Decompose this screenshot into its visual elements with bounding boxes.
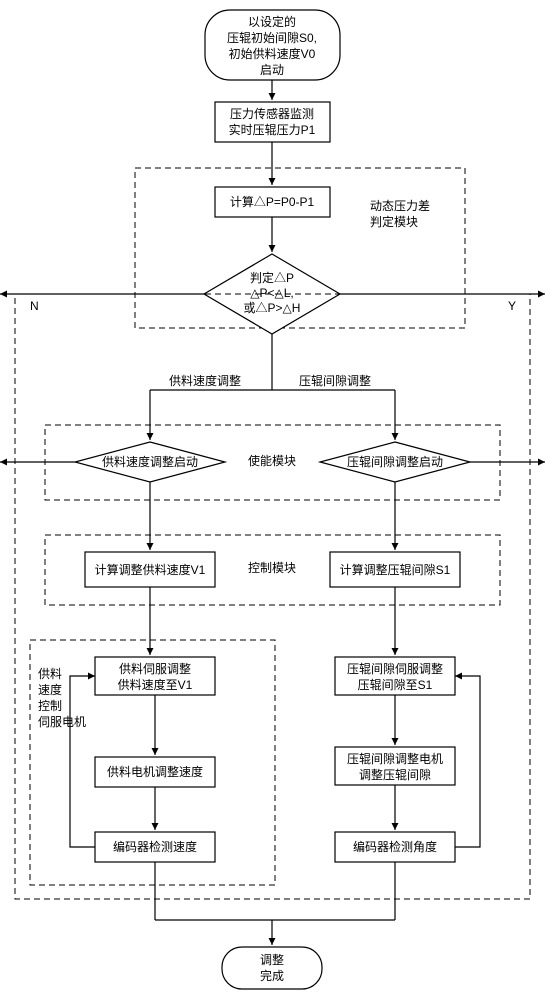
decision-line1: 判定△P (250, 270, 294, 285)
servo-right-2-l2: 调整压辊间隙 (359, 767, 431, 782)
control-module-label: 控制模块 (248, 561, 296, 575)
servo-label4: 伺服电机 (38, 715, 86, 729)
servo-label3: 控制 (38, 699, 62, 713)
feedback-right (455, 676, 480, 847)
enable-module-label: 使能模块 (248, 453, 296, 468)
enable-right-text: 压辊间隙调整启动 (347, 454, 443, 469)
decision-line3: 或△P>△H (244, 301, 301, 315)
branch-right-label: 压辊间隙调整 (299, 373, 371, 388)
servo-label2: 速度 (38, 682, 62, 697)
servo-left-1-l1: 供料伺服调整 (119, 661, 191, 676)
sensor-line2: 实时压辊压力P1 (229, 122, 316, 137)
decision-line2: △P<△L, (250, 286, 293, 300)
servo-right-3-text: 编码器检测角度 (353, 839, 437, 854)
control-left-text: 计算调整供料速度V1 (95, 562, 206, 577)
sensor-line1: 压力传感器监测 (230, 106, 314, 121)
feedback-left (70, 676, 95, 847)
enable-left-text: 供料速度调整启动 (102, 454, 198, 469)
control-right-text: 计算调整压辊间隙S1 (340, 562, 451, 577)
terminal-end-l1: 调整 (260, 952, 284, 967)
terminal-start-line4: 启动 (260, 63, 284, 77)
dp-module-label1: 动态压力差 (370, 199, 430, 213)
terminal-start-line3: 初始供料速度V0 (229, 46, 316, 61)
servo-left-1-l2: 供料速度至V1 (118, 677, 193, 692)
servo-left-3-text: 编码器检测速度 (113, 839, 197, 854)
terminal-start-line2: 压辊初始间隙S0, (227, 31, 317, 45)
servo-left-2-text: 供料电机调整速度 (107, 764, 203, 779)
n-label: N (30, 299, 39, 313)
y-label: Y (508, 299, 516, 313)
servo-right-2-l1: 压辊间隙调整电机 (347, 751, 443, 766)
servo-label1: 供料 (38, 667, 62, 681)
servo-right-1-l2: 压辊间隙至S1 (358, 678, 433, 692)
calc-dp-text: 计算△P=P0-P1 (230, 194, 315, 209)
servo-right-1-l1: 压辊间隙伺服调整 (347, 661, 443, 676)
terminal-end-l2: 完成 (260, 968, 284, 983)
dp-module-label2: 判定模块 (370, 214, 418, 229)
branch-left-label: 供料速度调整 (169, 373, 241, 388)
terminal-start-line1: 以设定的 (248, 14, 296, 29)
